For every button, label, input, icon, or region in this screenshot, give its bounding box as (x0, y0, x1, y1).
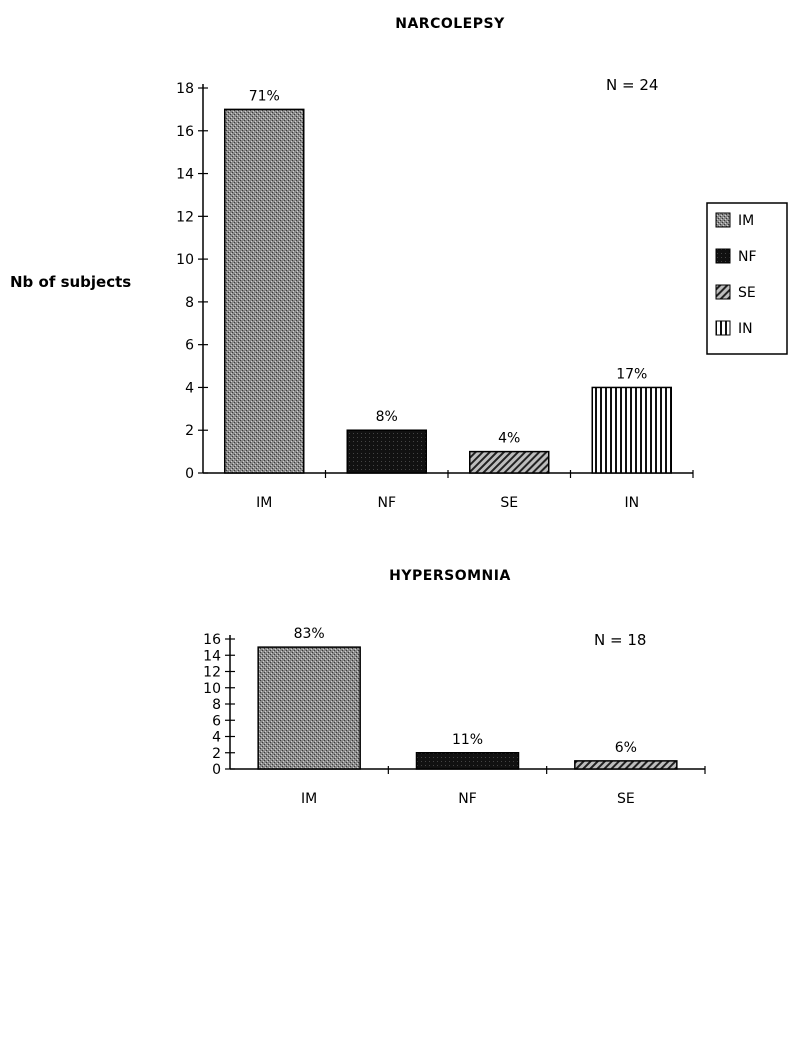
y-tick-label: 4 (212, 730, 221, 746)
bars: 71% IM 8% NF 4% SE 17% IN (224, 88, 672, 511)
x-tick-label: SE (617, 791, 635, 807)
bar-nf (346, 429, 427, 474)
chart-title: HYPERSOMNIA (389, 568, 511, 584)
y-tick-label: 10 (203, 681, 221, 697)
y-tick-label: 6 (185, 338, 194, 354)
percent-label: 4% (498, 431, 520, 447)
chart-title: NARCOLEPSY (395, 16, 505, 32)
y-tick-label: 2 (185, 423, 194, 439)
y-tick-label: 0 (212, 762, 221, 778)
percent-label: 11% (452, 732, 483, 748)
x-tick-label: IN (624, 495, 639, 511)
y-axis-label: Nb of subjects (10, 273, 131, 291)
legend-label: IN (738, 321, 753, 337)
legend-swatch-nf (715, 248, 731, 264)
y-tick-label: 6 (212, 713, 221, 729)
x-tick-label: NF (377, 495, 396, 511)
y-tick-label: 14 (203, 648, 221, 664)
percent-label: 17% (616, 366, 647, 382)
y-tick-label: 0 (185, 466, 194, 482)
legend-label: SE (738, 285, 756, 301)
y-tick-label: 4 (185, 380, 194, 396)
legend-swatch-in (715, 320, 731, 336)
percent-label: 6% (615, 740, 637, 756)
n-label: N = 18 (594, 631, 646, 649)
bars: 83% IM 11% NF 6% SE (257, 626, 678, 807)
bar-se (469, 450, 550, 474)
bar-se (574, 760, 678, 770)
percent-label: 83% (294, 626, 325, 642)
x-tick-label: IM (256, 495, 272, 511)
bar-im (224, 108, 305, 474)
percent-label: 8% (376, 409, 398, 425)
legend-label: IM (738, 213, 754, 229)
legend-swatch-im (715, 212, 731, 228)
y-tick-label: 8 (185, 295, 194, 311)
y-tick-label: 16 (176, 124, 194, 140)
x-tick-label: IM (301, 791, 317, 807)
bar-in (591, 386, 672, 474)
legend-label: NF (738, 249, 757, 265)
percent-label: 71% (249, 88, 280, 104)
y-tick-label: 12 (203, 665, 221, 681)
narcolepsy-chart: NARCOLEPSY N = 24 0 2 4 6 8 10 12 14 16 18 71% IM 8… (176, 16, 694, 511)
bar-im (257, 646, 361, 770)
y-tick-label: 2 (212, 746, 221, 762)
y-tick-label: 12 (176, 209, 194, 225)
legend: IM NF SE IN (706, 202, 788, 355)
x-tick-label: SE (500, 495, 518, 511)
y-tick-label: 18 (176, 81, 194, 97)
y-tick-label: 16 (203, 632, 221, 648)
n-label: N = 24 (606, 76, 658, 94)
y-tick-label: 14 (176, 167, 194, 183)
bar-nf (415, 752, 520, 770)
y-tick-label: 10 (176, 252, 194, 268)
legend-swatch-se (715, 284, 731, 300)
x-tick-label: NF (458, 791, 477, 807)
y-tick-label: 8 (212, 697, 221, 713)
